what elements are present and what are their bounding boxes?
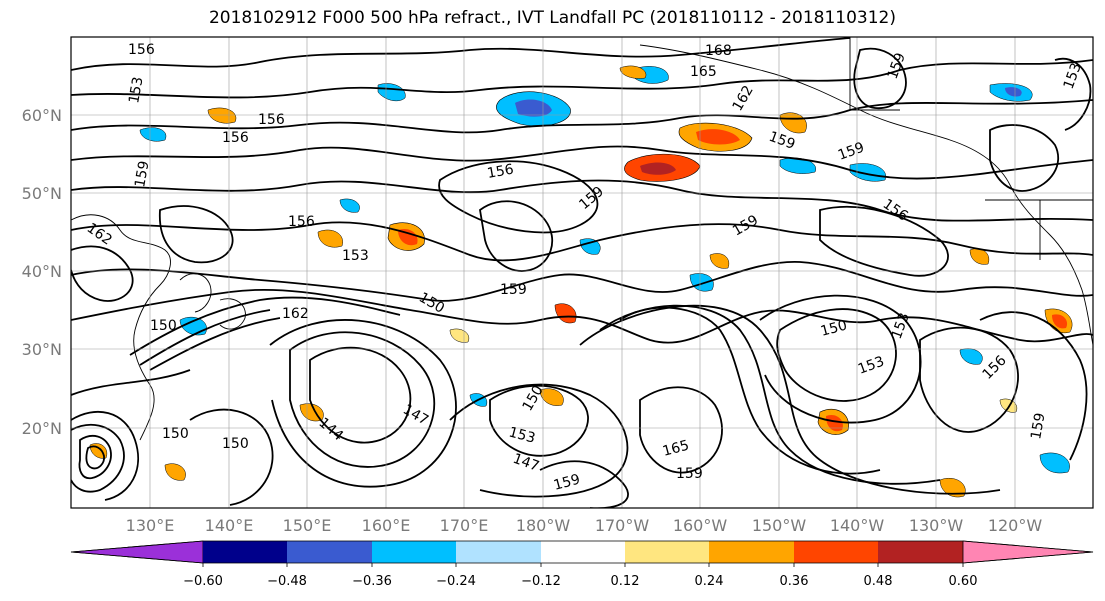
lon-label: 150°W [752,516,807,535]
lat-label: 60°N [22,106,62,125]
colorbar-tick-label: −0.12 [521,574,561,589]
contour-label: 165 [661,437,691,459]
colorbar-tick-label: 0.48 [864,574,893,589]
plot-area [71,37,1093,508]
contour-label: 150 [222,436,249,452]
contour-label: 159 [500,282,527,298]
contour-label: 153 [342,248,369,264]
contour-label: 150 [819,317,849,339]
latitude-labels: 60°N 50°N 40°N 30°N 20°N [22,106,62,438]
lon-label: 130°W [909,516,964,535]
lon-label: 160°W [673,516,728,535]
colorbar-tick-label: 0.60 [949,574,978,589]
contour-label: 153 [126,76,146,105]
lat-label: 30°N [22,340,62,359]
colorbar-segment [203,541,287,563]
lon-label: 120°W [988,516,1043,535]
plot-frame [70,36,1094,509]
contour-label: 156 [288,214,315,230]
contour-label: 156 [486,162,515,182]
colorbar-tick-label: −0.36 [352,574,392,589]
coastlines [71,37,1093,441]
colorbar-segment [878,541,963,563]
colorbar-tick-label: 0.36 [780,574,809,589]
longitude-labels: 130°E 140°E 150°E 160°E 170°E 180°W 170°… [126,516,1043,535]
contour-label: 159 [132,160,152,189]
lat-label: 40°N [22,262,62,281]
colorbar-tick-label: 0.24 [695,574,724,589]
contour-label: 168 [705,43,732,59]
contour-label: 150 [150,318,177,334]
lon-label: 160°E [362,516,411,535]
contour-label: 156 [128,42,155,58]
colorbar-tick-label: −0.24 [436,574,476,589]
colorbar-tick-label: −0.48 [267,574,307,589]
map-title: 2018102912 F000 500 hPa refract., IVT La… [208,8,896,28]
height-contours [71,37,1093,508]
lon-label: 140°E [205,516,254,535]
contour-label: 153 [507,424,537,446]
contour-label: 165 [690,64,717,80]
colorbar-segment [541,541,625,563]
colorbar-segment [625,541,709,563]
colorbar-segment [372,541,456,563]
colorbar-extend-high [962,540,1094,564]
contour-label: 156 [258,112,285,128]
gridlines [71,37,1093,508]
lon-label: 140°W [830,516,885,535]
contour-label: 150 [162,426,189,442]
colorbar-segment [794,541,878,563]
contour-label: 159 [1028,412,1048,441]
lon-label: 150°E [283,516,332,535]
colorbar-tick-label: 0.12 [611,574,640,589]
lon-label: 170°W [595,516,650,535]
lon-label: 170°E [440,516,489,535]
contour-label: 159 [552,471,582,493]
contour-label: 159 [676,466,703,482]
colorbar-extend-low [70,540,204,564]
colorbar-segment [287,541,372,563]
lat-label: 20°N [22,419,62,438]
colorbar: −0.60 −0.48 −0.36 −0.24 −0.12 0.12 0.24 0.36 0.4… [70,540,1094,589]
contour-label: 162 [282,306,309,322]
lon-label: 130°E [126,516,175,535]
contour-label: 156 [222,130,249,146]
colorbar-segment [456,541,541,563]
lon-label: 180°W [516,516,571,535]
lat-label: 50°N [22,184,62,203]
colorbar-tick-label: −0.60 [183,574,223,589]
colorbar-segment [709,541,794,563]
